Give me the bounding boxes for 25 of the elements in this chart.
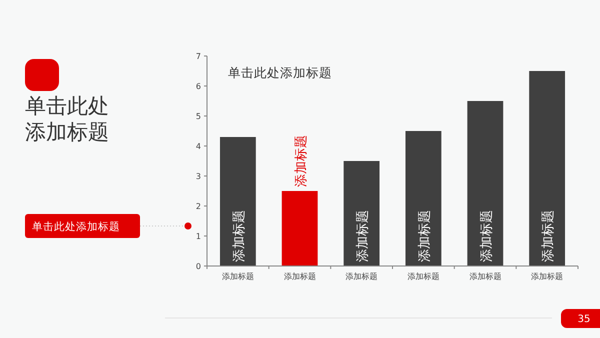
x-tick-label: 添加标题 xyxy=(407,272,440,281)
bar xyxy=(344,161,380,266)
x-tick-label: 添加标题 xyxy=(531,272,564,281)
text: 单击此处添加标题 xyxy=(32,220,120,233)
x-tick-label: 添加标题 xyxy=(346,272,378,281)
y-tick-label: 2 xyxy=(196,202,201,211)
y-tick-label: 1 xyxy=(196,232,201,241)
bar xyxy=(282,191,318,266)
y-tick-label: 7 xyxy=(196,52,201,61)
x-tick-label: 添加标题 xyxy=(469,272,502,281)
y-tick-label: 4 xyxy=(196,142,201,151)
text: 单击此处添加标题 xyxy=(228,65,332,80)
bar xyxy=(220,137,256,266)
x-tick-label: 添加标题 xyxy=(284,272,316,281)
y-tick-label: 0 xyxy=(196,262,201,271)
bar xyxy=(405,131,442,266)
x-tick-label: 添加标题 xyxy=(222,272,254,281)
text: 单击此处添加标题 xyxy=(25,94,109,144)
data-label: 添加标题 xyxy=(294,135,309,187)
bar xyxy=(467,101,504,266)
y-tick-label: 3 xyxy=(196,172,201,181)
y-tick-label: 6 xyxy=(196,82,201,91)
y-tick-label: 5 xyxy=(196,112,201,121)
bar xyxy=(529,71,566,266)
text: 35 xyxy=(578,314,590,325)
